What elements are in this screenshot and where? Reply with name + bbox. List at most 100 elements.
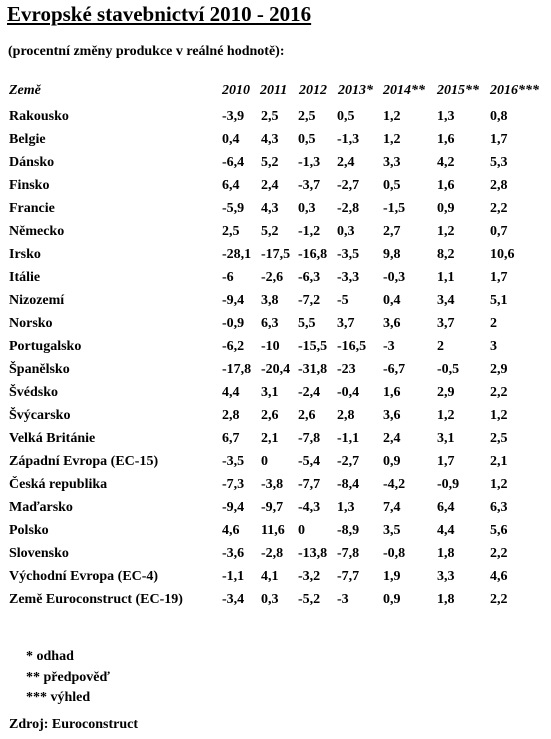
country-name: Portugalsko bbox=[9, 339, 82, 354]
value-cell: 0,5 bbox=[383, 178, 401, 193]
value-cell: 3,3 bbox=[383, 155, 401, 170]
country-name: Česká republika bbox=[9, 477, 108, 492]
table-row: Polsko 4,6 11,6 0 -8,9 3,5 4,4 5,6 bbox=[0, 523, 551, 546]
header-2011: 2011 bbox=[260, 83, 288, 98]
value-cell: -9,4 bbox=[222, 293, 245, 308]
value-cell: 2,7 bbox=[383, 224, 401, 239]
value-cell: 6,7 bbox=[222, 431, 240, 446]
table-row: Německo 2,5 5,2 -1,2 0,3 2,7 1,2 0,7 bbox=[0, 224, 551, 247]
value-cell: -9,7 bbox=[261, 500, 284, 515]
value-cell: -3,2 bbox=[298, 569, 321, 584]
value-cell: 2,6 bbox=[298, 408, 316, 423]
value-cell: -0,3 bbox=[383, 270, 406, 285]
value-cell: 0,9 bbox=[437, 201, 455, 216]
value-cell: 2,9 bbox=[490, 362, 508, 377]
value-cell: 4,3 bbox=[261, 201, 279, 216]
country-name: Norsko bbox=[9, 316, 53, 331]
country-name: Nizozemí bbox=[9, 293, 65, 308]
country-name: Španělsko bbox=[9, 362, 70, 377]
value-cell: 0,9 bbox=[383, 592, 401, 607]
value-cell: 1,7 bbox=[437, 454, 455, 469]
value-cell: -7,2 bbox=[298, 293, 321, 308]
value-cell: -7,7 bbox=[337, 569, 360, 584]
footnote-forecast: ** předpověď bbox=[26, 669, 110, 685]
value-cell: 3,7 bbox=[337, 316, 355, 331]
value-cell: 1,6 bbox=[437, 178, 455, 193]
country-name: Finsko bbox=[9, 178, 50, 193]
table-row: Maďarsko -9,4 -9,7 -4,3 1,3 7,4 6,4 6,3 bbox=[0, 500, 551, 523]
value-cell: 2,9 bbox=[437, 385, 455, 400]
table-row: Rakousko -3,9 2,5 2,5 0,5 1,2 1,3 0,8 bbox=[0, 109, 551, 132]
value-cell: -17,8 bbox=[222, 362, 252, 377]
value-cell: 3,8 bbox=[261, 293, 279, 308]
value-cell: 4,3 bbox=[261, 132, 279, 147]
value-cell: 2,5 bbox=[261, 109, 279, 124]
value-cell: 0,5 bbox=[298, 132, 316, 147]
value-cell: 1,7 bbox=[490, 132, 508, 147]
value-cell: 5,2 bbox=[261, 224, 279, 239]
country-name: Země Euroconstruct (EC-19) bbox=[9, 592, 183, 607]
value-cell: 5,1 bbox=[490, 293, 508, 308]
value-cell: 0,7 bbox=[490, 224, 508, 239]
value-cell: 2,2 bbox=[490, 546, 508, 561]
value-cell: 1,1 bbox=[437, 270, 455, 285]
value-cell: -8,9 bbox=[337, 523, 360, 538]
value-cell: 2,8 bbox=[222, 408, 240, 423]
value-cell: 2,8 bbox=[337, 408, 355, 423]
value-cell: 5,3 bbox=[490, 155, 508, 170]
value-cell: 1,6 bbox=[437, 132, 455, 147]
value-cell: -0,8 bbox=[383, 546, 406, 561]
page-title: Evropské stavebnictví 2010 - 2016 bbox=[7, 2, 312, 26]
value-cell: 3,1 bbox=[437, 431, 455, 446]
value-cell: -2,7 bbox=[337, 178, 360, 193]
value-cell: 2,4 bbox=[261, 178, 279, 193]
value-cell: 2,6 bbox=[261, 408, 279, 423]
table-row: Finsko 6,4 2,4 -3,7 -2,7 0,5 1,6 2,8 bbox=[0, 178, 551, 201]
value-cell: -3 bbox=[337, 592, 349, 607]
value-cell: 2,2 bbox=[490, 592, 508, 607]
value-cell: -4,3 bbox=[298, 500, 321, 515]
value-cell: -17,5 bbox=[261, 247, 291, 262]
value-cell: -1,3 bbox=[298, 155, 321, 170]
value-cell: -2,8 bbox=[337, 201, 360, 216]
header-2015: 2015** bbox=[437, 83, 479, 98]
country-name: Západní Evropa (EC-15) bbox=[9, 454, 159, 469]
value-cell: -3,3 bbox=[337, 270, 360, 285]
value-cell: -7,7 bbox=[298, 477, 321, 492]
value-cell: 1,9 bbox=[383, 569, 401, 584]
value-cell: -7,8 bbox=[337, 546, 360, 561]
value-cell: -1,5 bbox=[383, 201, 406, 216]
table-row: Švédsko 4,4 3,1 -2,4 -0,4 1,6 2,9 2,2 bbox=[0, 385, 551, 408]
value-cell: -0,9 bbox=[222, 316, 245, 331]
value-cell: 3,6 bbox=[383, 316, 401, 331]
value-cell: -31,8 bbox=[298, 362, 328, 377]
value-cell: -1,3 bbox=[337, 132, 360, 147]
value-cell: -3,6 bbox=[222, 546, 245, 561]
value-cell: 3,4 bbox=[437, 293, 455, 308]
table-row: Nizozemí -9,4 3,8 -7,2 -5 0,4 3,4 5,1 bbox=[0, 293, 551, 316]
value-cell: -2,8 bbox=[261, 546, 284, 561]
value-cell: -2,4 bbox=[298, 385, 321, 400]
value-cell: -3,7 bbox=[298, 178, 321, 193]
table-row: Norsko -0,9 6,3 5,5 3,7 3,6 3,7 2 bbox=[0, 316, 551, 339]
value-cell: -0,4 bbox=[337, 385, 360, 400]
table-row: Irsko -28,1 -17,5 -16,8 -3,5 9,8 8,2 10,6 bbox=[0, 247, 551, 270]
value-cell: 6,3 bbox=[490, 500, 508, 515]
value-cell: 3,3 bbox=[437, 569, 455, 584]
value-cell: 4,1 bbox=[261, 569, 279, 584]
value-cell: 5,5 bbox=[298, 316, 316, 331]
value-cell: -6 bbox=[222, 270, 234, 285]
value-cell: 7,4 bbox=[383, 500, 401, 515]
country-name: Rakousko bbox=[9, 109, 69, 124]
table-row: Východní Evropa (EC-4) -1,1 4,1 -3,2 -7,7 1,9… bbox=[0, 569, 551, 592]
value-cell: -0,5 bbox=[437, 362, 460, 377]
value-cell: 3,5 bbox=[383, 523, 401, 538]
value-cell: -5,9 bbox=[222, 201, 245, 216]
value-cell: 0 bbox=[298, 523, 305, 538]
value-cell: -7,8 bbox=[298, 431, 321, 446]
value-cell: -4,2 bbox=[383, 477, 406, 492]
value-cell: 4,4 bbox=[222, 385, 240, 400]
header-2014: 2014** bbox=[383, 83, 425, 98]
table-row: Švýcarsko 2,8 2,6 2,6 2,8 3,6 1,2 1,2 bbox=[0, 408, 551, 431]
value-cell: 6,4 bbox=[437, 500, 455, 515]
